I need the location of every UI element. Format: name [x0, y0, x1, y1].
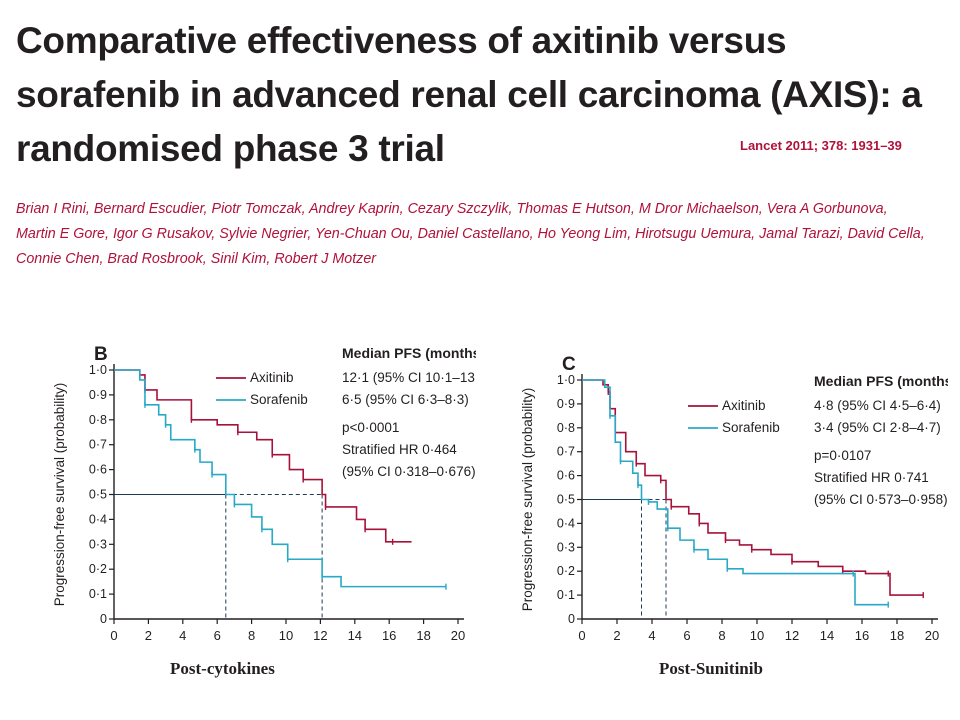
- y-tick-label: 0·3: [89, 537, 107, 551]
- y-tick-label: 1·0: [89, 363, 107, 377]
- author-name: Yen-Chuan Ou,: [315, 226, 414, 242]
- author-name: Ho Yeong Lim,: [537, 226, 632, 242]
- y-tick-label: 0·1: [89, 587, 107, 601]
- x-tick-label: 18: [416, 628, 430, 640]
- x-tick-label: 6: [214, 628, 221, 640]
- author-name: Igor G Rusakov,: [112, 226, 216, 242]
- author-name: Jamal Tarazi,: [759, 226, 844, 242]
- author-name: Hirotsugu Uemura,: [635, 226, 756, 242]
- y-tick-label: 0·7: [557, 445, 575, 459]
- author-name: Connie Chen,: [16, 251, 104, 267]
- x-tick-label: 10: [750, 628, 764, 640]
- y-tick-label: 0·4: [89, 512, 107, 526]
- author-name: Vera A Gorbunova,: [766, 201, 888, 217]
- author-name: Piotr Tomczak,: [211, 201, 306, 217]
- x-tick-label: 20: [925, 628, 939, 640]
- author-name: Brian I Rini,: [16, 201, 90, 217]
- stat-annotation: p=0·0107: [814, 448, 871, 463]
- y-tick-label: 0·1: [557, 588, 575, 602]
- legend-stat-axitinib: 4·8 (95% CI 4·5–6·4): [814, 398, 941, 413]
- x-tick-label: 6: [683, 628, 690, 640]
- y-tick-label: 1·0: [557, 373, 575, 387]
- y-tick-label: 0·2: [557, 564, 575, 578]
- y-tick-label: 0·8: [557, 421, 575, 435]
- stat-annotation: Stratified HR 0·464: [342, 442, 457, 457]
- y-axis-label: Progression-free survival (probability): [52, 383, 67, 607]
- legend-stat-sorafenib: 3·4 (95% CI 2·8–4·7): [814, 420, 941, 435]
- author-name: Daniel Castellano,: [417, 226, 534, 242]
- author-name: David Cella,: [847, 226, 925, 242]
- y-tick-label: 0: [568, 612, 575, 626]
- kaplan-meier-chart-c: C 0 2 4 6 8 10 12 14 16 18 20 0 0·1 0·2 0·3 0·4 0·5 0·6 0·7…: [520, 354, 948, 640]
- stat-annotation: Stratified HR 0·741: [814, 470, 929, 485]
- legend-label-sorafenib: Sorafenib: [722, 420, 780, 435]
- author-name: Andrey Kaprin,: [309, 201, 404, 217]
- author-name: Thomas E Hutson,: [516, 201, 635, 217]
- x-tick-label: 20: [451, 628, 465, 640]
- y-tick-label: 0·2: [89, 562, 107, 576]
- x-tick-label: 12: [313, 628, 327, 640]
- stat-annotation: (95% CI 0·573–0·958): [814, 492, 948, 507]
- x-tick-label: 14: [820, 628, 834, 640]
- y-tick-label: 0·6: [89, 463, 107, 477]
- y-tick-label: 0·8: [89, 413, 107, 427]
- caption-post-cytokines: Post-cytokines: [170, 659, 275, 678]
- x-tick-label: 16: [382, 628, 396, 640]
- x-tick-label: 8: [248, 628, 255, 640]
- caption-post-sunitinib: Post-Sunitinib: [659, 659, 763, 678]
- x-tick-label: 2: [613, 628, 620, 640]
- y-tick-label: 0·4: [557, 516, 575, 530]
- author-name: Robert J Motzer: [274, 251, 377, 267]
- survival-curve-sorafenib: [114, 369, 446, 588]
- stat-annotation: p<0·0001: [342, 420, 399, 435]
- x-tick-label: 4: [648, 628, 655, 640]
- panel-label: B: [94, 344, 108, 365]
- kaplan-meier-chart-b: B 0 2 4 6 8 10 12 14 16 18 20 0 0·1 0·2 0·3 0·4 0·5 0·6 0·7…: [52, 344, 476, 640]
- legend-label-sorafenib: Sorafenib: [250, 392, 308, 407]
- x-tick-label: 2: [145, 628, 152, 640]
- author-name: Cezary Szczylik,: [407, 201, 513, 217]
- stat-annotation: (95% CI 0·318–0·676): [342, 464, 476, 479]
- author-name: M Dror Michaelson,: [638, 201, 763, 217]
- y-tick-label: 0·6: [557, 469, 575, 483]
- paper-title: Comparative effectiveness of axitinib ve…: [16, 20, 922, 169]
- y-axis-label: Progression-free survival (probability): [520, 388, 535, 612]
- author-name: Brad Rosbrook,: [107, 251, 207, 267]
- y-tick-label: 0·3: [557, 540, 575, 554]
- x-tick-label: 10: [279, 628, 293, 640]
- author-name: Sylvie Negrier,: [219, 226, 312, 242]
- y-tick-label: 0·9: [557, 397, 575, 411]
- y-tick-label: 0·5: [557, 493, 575, 507]
- panel-label: C: [562, 354, 576, 375]
- legend-label-axitinib: Axitinib: [722, 398, 766, 413]
- x-tick-label: 0: [578, 628, 585, 640]
- x-tick-label: 4: [179, 628, 186, 640]
- legend-label-axitinib: Axitinib: [250, 370, 294, 385]
- y-tick-label: 0·5: [89, 488, 107, 502]
- x-tick-label: 8: [718, 628, 725, 640]
- legend-title: Median PFS (months): [814, 373, 948, 389]
- y-tick-label: 0·7: [89, 438, 107, 452]
- survival-curve-sorafenib: [582, 379, 889, 606]
- y-tick-label: 0·9: [89, 388, 107, 402]
- author-list: Brian I Rini, Bernard Escudier, Piotr To…: [16, 197, 946, 272]
- x-tick-label: 14: [348, 628, 362, 640]
- x-tick-label: 18: [890, 628, 904, 640]
- legend-stat-axitinib: 12·1 (95% CI 10·1–13·9): [342, 370, 476, 385]
- author-name: Martin E Gore,: [16, 226, 109, 242]
- x-tick-label: 0: [110, 628, 117, 640]
- x-tick-label: 16: [855, 628, 869, 640]
- author-name: Bernard Escudier,: [93, 201, 208, 217]
- legend-stat-sorafenib: 6·5 (95% CI 6·3–8·3): [342, 392, 469, 407]
- x-tick-label: 12: [785, 628, 799, 640]
- y-tick-label: 0: [100, 612, 107, 626]
- legend-title: Median PFS (months): [342, 345, 476, 361]
- author-name: Sinil Kim,: [210, 251, 271, 267]
- journal-citation: Lancet 2011; 378: 1931–39: [740, 138, 902, 153]
